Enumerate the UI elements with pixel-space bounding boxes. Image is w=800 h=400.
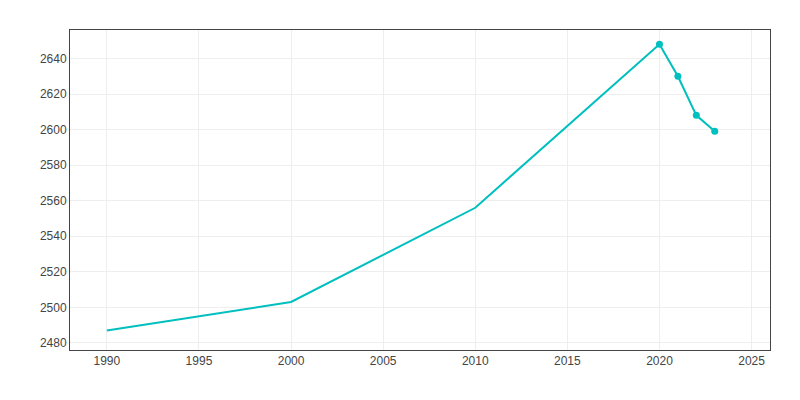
svg-text:2010: 2010 xyxy=(462,354,489,368)
svg-text:2640: 2640 xyxy=(40,52,67,66)
svg-text:2600: 2600 xyxy=(40,123,67,137)
svg-text:2480: 2480 xyxy=(40,336,67,350)
svg-text:2005: 2005 xyxy=(370,354,397,368)
svg-text:2560: 2560 xyxy=(40,194,67,208)
svg-text:2620: 2620 xyxy=(40,87,67,101)
svg-text:2020: 2020 xyxy=(646,354,673,368)
svg-text:2015: 2015 xyxy=(554,354,581,368)
svg-text:2500: 2500 xyxy=(40,301,67,315)
svg-text:2540: 2540 xyxy=(40,229,67,243)
svg-text:1995: 1995 xyxy=(186,354,213,368)
svg-text:2520: 2520 xyxy=(40,265,67,279)
svg-text:2025: 2025 xyxy=(738,354,765,368)
svg-text:2580: 2580 xyxy=(40,158,67,172)
svg-text:2000: 2000 xyxy=(278,354,305,368)
svg-text:1990: 1990 xyxy=(93,354,120,368)
